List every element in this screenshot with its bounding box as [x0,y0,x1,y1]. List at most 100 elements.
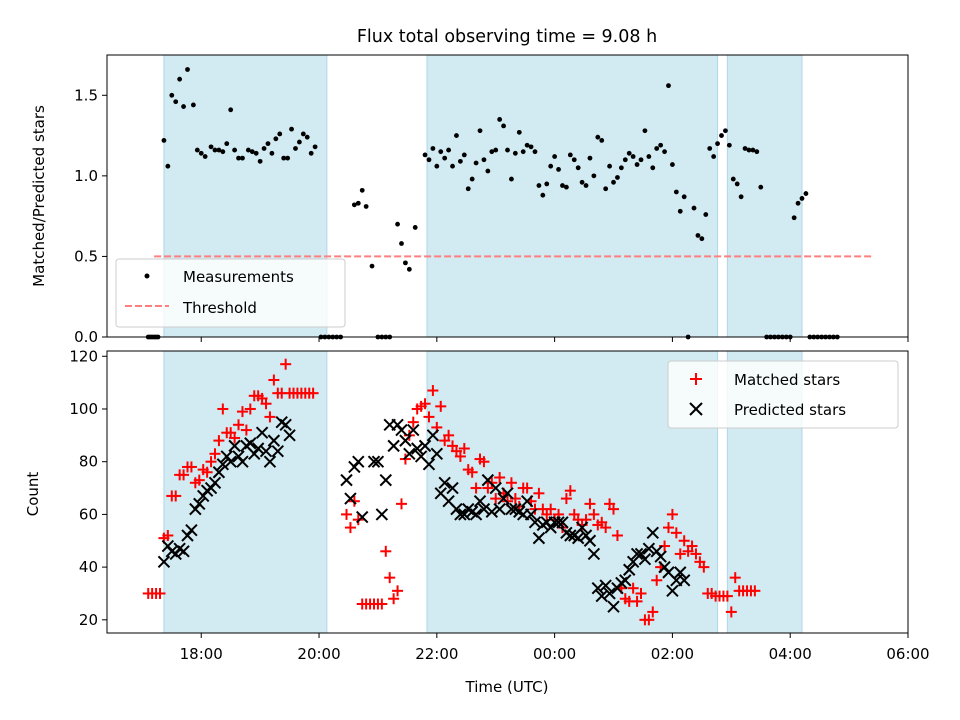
predicted-star-point [485,505,499,518]
measurement-point [312,144,318,150]
matched-star-point [240,424,252,436]
y-tick-label: 1.0 [74,167,98,185]
measurement-point [300,131,306,137]
matched-star-point [341,508,353,520]
measurement-point [359,187,365,193]
measurement-point [603,186,609,192]
measurement-point [185,67,190,72]
legend-predicted-marker [689,402,703,416]
matched-star-point [423,411,435,423]
predicted-star-point [446,481,459,495]
measurement-point [524,142,530,148]
predicted-star-point [251,442,265,455]
measurement-point [469,176,475,182]
measurement-point [477,128,483,134]
count-y-axis-label: Count [24,472,42,517]
legend-measurements-marker [144,273,150,279]
x-tick-label: 18:00 [180,645,223,663]
measurement-point [240,155,245,161]
measurement-point [552,154,558,159]
measurement-point [224,141,230,147]
ratio-axes-frame [106,54,909,338]
predicted-star-point [603,587,616,600]
measurement-point [595,134,601,140]
measurement-point [509,176,514,182]
matched-star-point [608,503,620,515]
measurement-point [548,163,554,169]
measurement-point [611,179,616,185]
predicted-star-point [367,455,381,468]
predicted-star-point [430,447,444,460]
predicted-star-point [193,497,206,511]
measurement-point [750,147,756,153]
measurement-point [236,155,241,161]
measurement-point [265,141,271,147]
y-tick-label: 0.5 [74,247,98,265]
x-tick-label: 22:00 [415,645,458,663]
legend-matched-marker [690,373,702,385]
measurement-point [630,154,636,159]
measurement-point [626,150,632,156]
matched-star-point [470,482,482,494]
matched-star-point [376,598,388,610]
ratio-panel: 0.0 0.5 1.0 1.5 Flux total observing time =… [30,27,909,346]
measurement-point [742,146,748,151]
ratio-legend-box [115,258,346,328]
matched-star-point [392,585,404,597]
matched-star-point [588,508,600,520]
matched-star-point [260,398,272,410]
predicted-star-point [371,455,385,468]
matched-star-point [729,572,741,584]
measurement-point [738,194,744,200]
measurement-point [355,200,361,206]
predicted-star-point [224,455,237,468]
matched-star-point [666,508,678,520]
x-tick-label: 00:00 [533,645,576,663]
matched-star-point [419,398,431,410]
measurement-point [257,158,263,164]
measurement-point [461,152,467,158]
matched-star-point [627,582,639,594]
measurement-point [540,192,546,198]
measurement-point [579,179,585,185]
measurement-point [618,165,624,171]
measurement-point [198,150,204,156]
matched-star-point [193,474,205,486]
measurement-point [501,123,506,129]
matched-star-point [229,432,241,444]
matched-star-point [494,472,506,484]
measurement-points [145,67,840,340]
predicted-star-point [454,508,467,521]
matched-star-point [647,606,659,618]
measurement-point [677,208,683,214]
measurement-point [395,221,400,227]
matched-star-point [154,587,166,599]
predicted-star-point [583,534,597,547]
observing-band-2 [726,54,803,338]
matched-star-point [264,411,276,423]
matched-star-point [611,529,623,541]
measurement-point [662,149,667,155]
measurement-point [754,149,760,155]
matched-star-point [407,416,419,428]
measurement-point [723,128,728,134]
measurement-point [208,144,214,150]
measurement-point [277,131,283,137]
predicted-star-point [473,495,487,508]
predicted-star-point [556,516,569,529]
predicted-star-point [528,516,542,529]
measurement-point [177,76,183,82]
count-axes-frame [106,350,909,634]
observing-bands-count [163,350,803,634]
measurement-point [707,146,713,151]
predicted-star-point [422,458,436,471]
predicted-star-point [607,600,620,613]
measurement-point [202,154,208,159]
matched-star-point [244,403,256,415]
measurement-point [634,162,640,167]
predicted-star-point [642,542,656,555]
y-tick-label: 100 [69,400,98,418]
measurement-point [430,146,436,151]
measurement-point [181,104,186,109]
y-tick-label: 0.0 [74,328,98,346]
